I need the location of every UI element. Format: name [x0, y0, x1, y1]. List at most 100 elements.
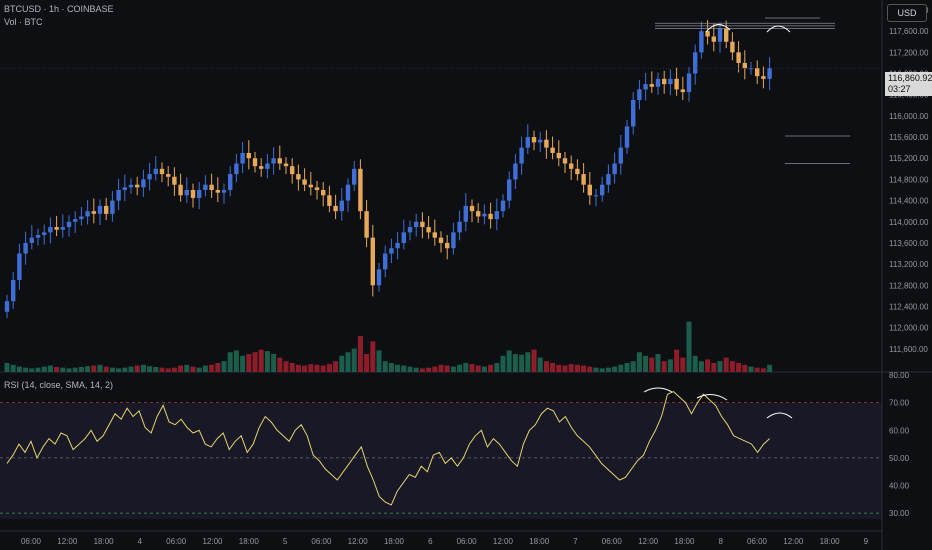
candle-body	[166, 174, 171, 177]
volume-bar	[717, 361, 723, 372]
time-tick-label: 12:00	[638, 537, 659, 546]
candle-body	[612, 163, 617, 175]
volume-bar	[116, 368, 122, 372]
volume-bar	[4, 363, 10, 372]
bar-countdown: 03:27	[888, 84, 911, 94]
volume-bar	[41, 366, 47, 372]
volume-bar	[209, 364, 215, 372]
candle-body	[606, 174, 611, 185]
candle-body	[587, 184, 592, 196]
volume-bar	[736, 363, 742, 372]
volume-bar	[35, 367, 41, 372]
candle-body	[42, 232, 47, 235]
price-tick-label: 114,000.00	[889, 218, 929, 227]
volume-bar	[78, 366, 84, 372]
volume-bar	[16, 366, 22, 372]
volume-bar	[122, 367, 128, 372]
volume-bar	[661, 361, 667, 372]
candle-body	[482, 213, 487, 217]
candle-body	[197, 190, 202, 198]
price-tick-label: 113,200.00	[889, 260, 929, 269]
volume-bar	[271, 354, 277, 372]
volume-bar	[506, 350, 512, 372]
volume-bar	[525, 352, 531, 372]
candle-body	[141, 179, 146, 188]
volume-label[interactable]: Vol · BTC	[4, 17, 43, 27]
volume-bar	[698, 361, 704, 372]
candle-body	[370, 237, 375, 286]
volume-bar	[147, 366, 153, 372]
candle-body	[345, 184, 351, 201]
candle-body	[476, 211, 481, 217]
candle-body	[748, 68, 754, 70]
volume-bar	[562, 365, 568, 372]
volume-bar	[221, 361, 227, 372]
time-tick-label: 12:00	[202, 537, 223, 546]
candle-body	[668, 78, 673, 85]
volume-bar	[556, 364, 562, 372]
candle-body	[302, 179, 307, 185]
candle-body	[538, 139, 543, 143]
candle-body	[680, 89, 685, 93]
candle-body	[364, 211, 369, 238]
currency-button[interactable]: USD	[887, 4, 927, 22]
volume-bar	[29, 368, 35, 372]
candle-body	[135, 184, 140, 188]
price-tick-label: 112,000.00	[889, 324, 929, 333]
time-tick-label: 9	[864, 537, 869, 546]
candle-body	[407, 227, 413, 233]
volume-bar	[333, 361, 339, 372]
volume-bar	[246, 354, 252, 372]
time-tick-label: 06:00	[602, 537, 623, 546]
candle-body	[23, 242, 28, 254]
candle-body	[203, 184, 208, 190]
time-tick-label: 06:00	[166, 537, 187, 546]
volume-bar	[624, 363, 630, 372]
candle-body	[79, 216, 84, 220]
rsi-tick-label: 60.00	[889, 426, 910, 435]
volume-bar	[283, 361, 289, 372]
volume-bar	[748, 366, 754, 372]
candle-body	[308, 184, 313, 188]
candle-body	[314, 187, 320, 190]
candle-body	[445, 242, 450, 249]
candle-body	[383, 253, 388, 270]
candle-body	[259, 166, 264, 169]
time-tick-label: 6	[428, 537, 433, 546]
candle-body	[290, 166, 295, 175]
volume-bar	[23, 367, 29, 372]
candle-body	[451, 232, 456, 249]
candle-body	[234, 163, 239, 175]
volume-bar	[258, 349, 264, 372]
price-tick-label: 117,600.00	[889, 27, 929, 36]
rsi-tick-label: 40.00	[889, 482, 910, 491]
candle-body	[457, 221, 462, 233]
volume-bar	[500, 355, 506, 372]
volume-bar	[190, 366, 196, 372]
volume-bar	[320, 365, 326, 372]
candle-body	[184, 190, 189, 196]
volume-bar	[605, 367, 611, 372]
candle-body	[525, 137, 530, 148]
candle-body	[190, 190, 196, 198]
volume-bar	[264, 351, 270, 372]
candle-body	[252, 158, 258, 167]
volume-bar	[184, 364, 190, 372]
candle-body	[116, 190, 121, 201]
candle-body	[711, 36, 716, 42]
volume-bar	[357, 336, 363, 372]
time-tick-label: 18:00	[384, 537, 405, 546]
volume-bar	[153, 366, 159, 372]
candle-body	[643, 84, 648, 90]
candle-body	[66, 221, 72, 228]
candle-body	[618, 147, 623, 164]
symbol-label[interactable]: BTCUSD · 1h · COINBASE	[4, 4, 114, 14]
volume-bar	[97, 364, 103, 372]
candle-body	[674, 78, 679, 90]
rsi-label[interactable]: RSI (14, close, SMA, 14, 2)	[4, 380, 114, 390]
candle-body	[122, 187, 127, 190]
volume-bar	[667, 359, 673, 372]
volume-bar	[233, 350, 239, 372]
volume-bar	[686, 321, 692, 372]
volume-bar	[178, 365, 184, 372]
